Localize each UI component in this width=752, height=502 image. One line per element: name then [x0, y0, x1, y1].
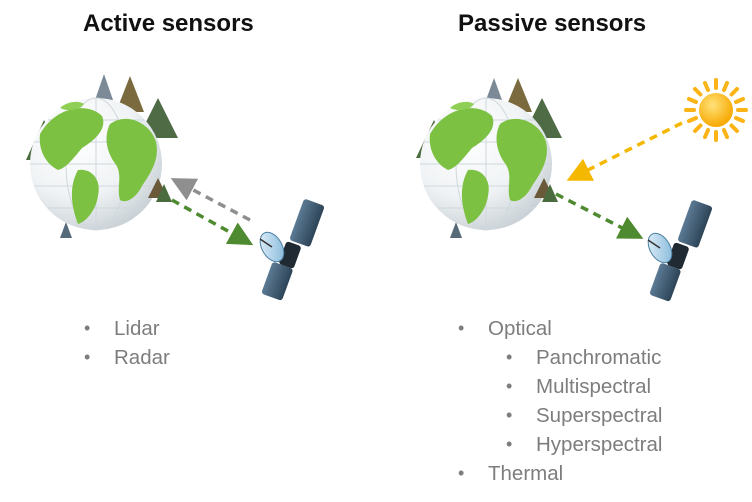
globe-icon: [29, 97, 163, 231]
passive-sensors-title: Passive sensors: [458, 10, 647, 37]
passive-sensors-list: Optical Panchromatic Multispectral Super…: [458, 314, 663, 488]
list-item: Multispectral: [506, 372, 662, 401]
list-item: Lidar: [84, 314, 170, 343]
globe-icon: [419, 97, 553, 231]
active-sensors-illustration: [26, 74, 325, 301]
tree-icon: [534, 178, 558, 202]
sun-icon: [684, 78, 748, 142]
list-item-label: Optical: [488, 317, 552, 340]
tree-icon: [148, 178, 172, 202]
list-item: Panchromatic: [506, 343, 662, 372]
list-item-thermal: Thermal: [458, 459, 662, 488]
return-signal-arrow: [170, 178, 251, 222]
list-item-optical: Optical Panchromatic Multispectral Super…: [458, 314, 663, 459]
active-sensors-list: Lidar Radar: [84, 314, 170, 372]
list-item: Radar: [84, 343, 170, 372]
passive-sensors-illustration: [416, 78, 748, 302]
satellite-icon: [259, 199, 325, 301]
list-item: Superspectral: [506, 401, 663, 430]
active-sensors-panel: Active sensors Lidar Radar: [0, 0, 376, 502]
satellite-icon: [647, 200, 713, 302]
sunlight-arrow: [566, 121, 683, 181]
emitted-signal-arrow: [171, 198, 254, 246]
reflected-signal-arrow: [555, 192, 644, 239]
list-item: Hyperspectral: [506, 430, 663, 459]
passive-sensors-panel: Passive sensors: [376, 0, 752, 502]
active-sensors-title: Active sensors: [83, 10, 254, 37]
optical-sublist: Panchromatic Multispectral Superspectral…: [488, 343, 663, 459]
